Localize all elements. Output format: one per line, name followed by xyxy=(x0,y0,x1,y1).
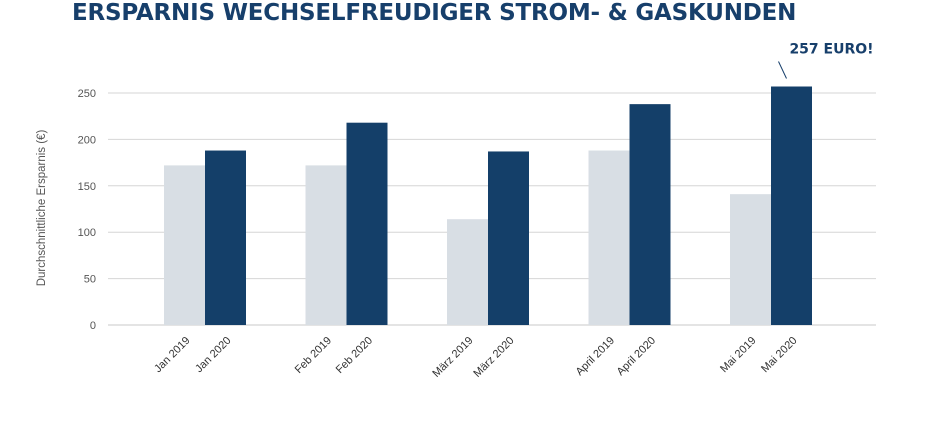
y-tick-label: 250 xyxy=(78,88,96,100)
bar xyxy=(305,165,347,325)
x-tick-label: Feb 2020 xyxy=(334,335,375,376)
bar xyxy=(629,104,671,325)
bar xyxy=(730,194,771,325)
x-axis-ticks: Jan 2019 Jan 2020 Feb 2019 Feb 2020 März 201… xyxy=(152,335,799,380)
x-tick-label: Jan 2020 xyxy=(193,335,233,375)
x-tick-label: Mai 2019 xyxy=(718,335,758,375)
y-tick-label: 0 xyxy=(90,320,96,332)
bar xyxy=(488,151,529,325)
y-tick-label: 150 xyxy=(78,181,96,193)
bar xyxy=(447,219,488,325)
y-axis-ticks: 0 50 100 150 200 250 xyxy=(78,88,96,332)
annotation-leader-line xyxy=(778,61,787,79)
y-tick-label: 200 xyxy=(78,134,96,146)
bar xyxy=(205,150,246,325)
y-axis-label: Durchschnittliche Ersparnis (€) xyxy=(36,130,48,287)
bar xyxy=(346,122,388,325)
bar xyxy=(164,165,205,325)
y-tick-label: 50 xyxy=(84,274,96,286)
annotation-label: 257 EURO! xyxy=(789,42,873,58)
bar xyxy=(588,150,630,325)
x-tick-label: Feb 2019 xyxy=(293,335,334,376)
chart-title: ERSPARNIS WECHSELFREUDIGER STROM- & GASK… xyxy=(72,0,797,26)
y-tick-label: 100 xyxy=(78,227,96,239)
bars xyxy=(164,86,812,325)
bar xyxy=(771,86,812,325)
x-tick-label: März 2020 xyxy=(471,335,516,380)
x-tick-label: Mai 2020 xyxy=(759,335,799,375)
x-tick-label: März 2019 xyxy=(430,335,475,380)
x-tick-label: Jan 2019 xyxy=(152,335,192,375)
x-tick-label: April 2020 xyxy=(615,335,659,379)
x-tick-label: April 2019 xyxy=(574,335,618,379)
